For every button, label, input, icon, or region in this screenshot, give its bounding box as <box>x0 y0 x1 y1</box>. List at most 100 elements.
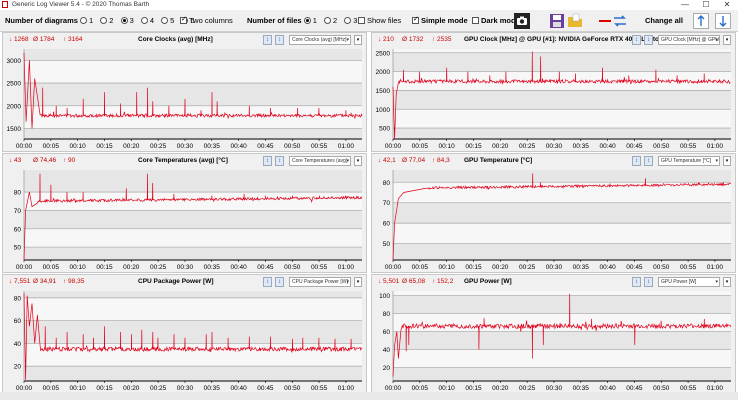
x-tick-label: 00:55 <box>311 264 328 271</box>
panel-menu-icon[interactable]: ▾ <box>723 35 731 45</box>
camera-icon[interactable] <box>514 13 530 29</box>
stat-avg: Ø 65,08 <box>402 278 426 285</box>
panel-menu-icon[interactable]: ▾ <box>354 156 362 166</box>
y-tick-label: 70 <box>14 208 22 215</box>
sensor-select[interactable]: Core Temperatures (avg) ▾ <box>289 156 351 166</box>
stat-max: ↑ 2535 <box>432 36 452 43</box>
scale-icon[interactable]: ↕ <box>632 35 641 45</box>
x-tick-label: 00:00 <box>385 385 402 392</box>
panel-core-temperature: ↓ 43 Ø 74,46 ↑ 90 Core Temperatures (avg) [… <box>2 153 367 273</box>
scale-icon[interactable]: ↕ <box>263 156 272 166</box>
y-tick-label: 60 <box>14 318 22 325</box>
scale-icon[interactable]: ↕ <box>632 156 641 166</box>
chart-plot: 500 1000 1500 2000 2500 00:00 00:05 00:10 00:15 0… <box>376 49 731 150</box>
y-tick-label: 3000 <box>7 58 22 65</box>
stat-avg: Ø 1784 <box>33 36 55 43</box>
num-diagrams-radio-4[interactable] <box>140 17 148 24</box>
arrow-down-icon[interactable] <box>715 13 731 29</box>
x-tick-label: 00:40 <box>230 143 247 150</box>
two-columns-option[interactable]: Two columns <box>180 10 233 32</box>
series-line <box>23 52 363 129</box>
change-all-label: Change all <box>645 16 683 25</box>
sensor-select[interactable]: Core Clocks (avg) [MHz] ▾ <box>289 35 351 45</box>
sensor-select-value: Core Temperatures (avg) <box>292 158 348 164</box>
show-files-checkbox[interactable] <box>358 17 365 24</box>
stat-min: ↓ 210 <box>378 36 394 43</box>
num-files-radio-2[interactable] <box>323 17 331 24</box>
panel-menu-icon[interactable]: ▾ <box>354 35 362 45</box>
change-all-group: Change all <box>645 10 683 32</box>
stat-max: ↑ 84,3 <box>432 157 450 164</box>
scale-alt-icon[interactable]: ↕ <box>275 35 284 45</box>
num-diagrams-radio-5[interactable] <box>161 17 169 24</box>
x-tick-label: 00:40 <box>599 385 616 392</box>
scale-icon[interactable]: ↕ <box>263 277 272 287</box>
simple-mode-checkbox[interactable] <box>412 15 419 25</box>
panel-menu-icon[interactable]: ▾ <box>723 156 731 166</box>
x-tick-label: 00:10 <box>439 143 456 150</box>
x-tick-label: 00:30 <box>546 264 563 271</box>
y-tick-label: 50 <box>14 245 22 252</box>
series-line <box>23 293 363 380</box>
panel-menu-icon[interactable]: ▾ <box>354 277 362 287</box>
arrow-up-icon[interactable] <box>693 13 709 29</box>
dark-mode-option[interactable]: Dark mod <box>472 10 516 32</box>
panel-header: ↓ 210 Ø 1732 ↑ 2535 GPU Clock [MHz] @ GPU [… <box>372 33 735 47</box>
x-tick-label: 00:20 <box>123 143 140 150</box>
x-tick-label: 00:50 <box>284 264 301 271</box>
scale-icon[interactable]: ↕ <box>632 277 641 287</box>
x-tick-label: 00:10 <box>70 264 87 271</box>
scale-icon[interactable]: ↕ <box>263 35 272 45</box>
x-tick-label: 00:10 <box>70 143 87 150</box>
y-tick-label: 40 <box>383 347 391 354</box>
show-files-option[interactable]: Show files <box>358 10 401 32</box>
x-tick-label: 01:00 <box>707 264 724 271</box>
sensor-select[interactable]: GPU Power [W] ▾ <box>658 277 720 287</box>
num-diagrams-radio-2[interactable] <box>100 17 108 24</box>
y-tick-label: 20 <box>14 364 22 371</box>
dark-mode-checkbox[interactable] <box>472 17 479 24</box>
x-tick-label: 00:15 <box>465 385 482 392</box>
x-tick-label: 00:50 <box>653 264 670 271</box>
panel-menu-icon[interactable]: ▾ <box>723 277 731 287</box>
sensor-select[interactable]: CPU Package Power [W] ▾ <box>289 277 351 287</box>
sensor-select[interactable]: GPU Clock [MHz] @ GPU ▾ <box>658 35 720 45</box>
x-tick-label: 00:45 <box>626 264 643 271</box>
num-diagrams-radio-3[interactable] <box>120 17 128 24</box>
scale-alt-icon[interactable]: ↕ <box>275 277 284 287</box>
save-icon[interactable] <box>549 13 565 29</box>
minimize-button[interactable]: — <box>681 0 689 9</box>
y-tick-label: 80 <box>14 190 22 197</box>
close-button[interactable]: ✕ <box>723 0 731 9</box>
panel-header: ↓ 5,501 Ø 65,08 ↑ 152,2 GPU Power [W] ↕ ↕ GPU … <box>372 275 735 289</box>
scale-alt-icon[interactable]: ↕ <box>644 156 653 166</box>
chart-plot: 50 60 70 80 00:00 00:05 00:10 00:15 00:20 00:25 00… <box>383 170 732 271</box>
swap-icon[interactable] <box>612 13 628 29</box>
scale-alt-icon[interactable]: ↕ <box>275 156 284 166</box>
x-tick-label: 00:40 <box>230 264 247 271</box>
x-tick-label: 00:35 <box>204 385 221 392</box>
simple-mode-option[interactable]: Simple mode <box>412 10 468 32</box>
sensor-select[interactable]: GPU Temperature [°C] ▾ <box>658 156 720 166</box>
num-files-radio-1[interactable] <box>303 17 311 24</box>
x-tick-label: 00:10 <box>439 385 456 392</box>
x-tick-label: 00:30 <box>177 385 194 392</box>
chevron-down-icon: ▾ <box>715 279 718 285</box>
chart-plot: 50 60 70 80 00:00 00:05 00:10 00:15 00:20 00:25 00… <box>14 170 363 271</box>
panel-gpu-power: ↓ 5,501 Ø 65,08 ↑ 152,2 GPU Power [W] ↕ ↕ GPU … <box>371 274 736 394</box>
scale-alt-icon[interactable]: ↕ <box>644 277 653 287</box>
stat-max: ↑ 98,35 <box>63 278 85 285</box>
x-tick-label: 00:00 <box>16 143 33 150</box>
scale-alt-icon[interactable]: ↕ <box>644 35 653 45</box>
series-line <box>392 293 732 377</box>
sensor-select-value: Core Clocks (avg) [MHz] <box>292 37 347 43</box>
num-files-radio-3[interactable] <box>344 17 352 24</box>
reset-lines-icon[interactable] <box>598 13 614 29</box>
x-tick-label: 00:25 <box>150 385 167 392</box>
folder-icon[interactable] <box>567 13 583 29</box>
two-columns-checkbox[interactable] <box>180 15 187 25</box>
maximize-button[interactable]: ☐ <box>702 0 710 9</box>
y-tick-label: 80 <box>383 311 391 318</box>
panel-title: GPU Power [W] <box>464 278 512 285</box>
num-diagrams-radio-1[interactable] <box>80 17 88 24</box>
